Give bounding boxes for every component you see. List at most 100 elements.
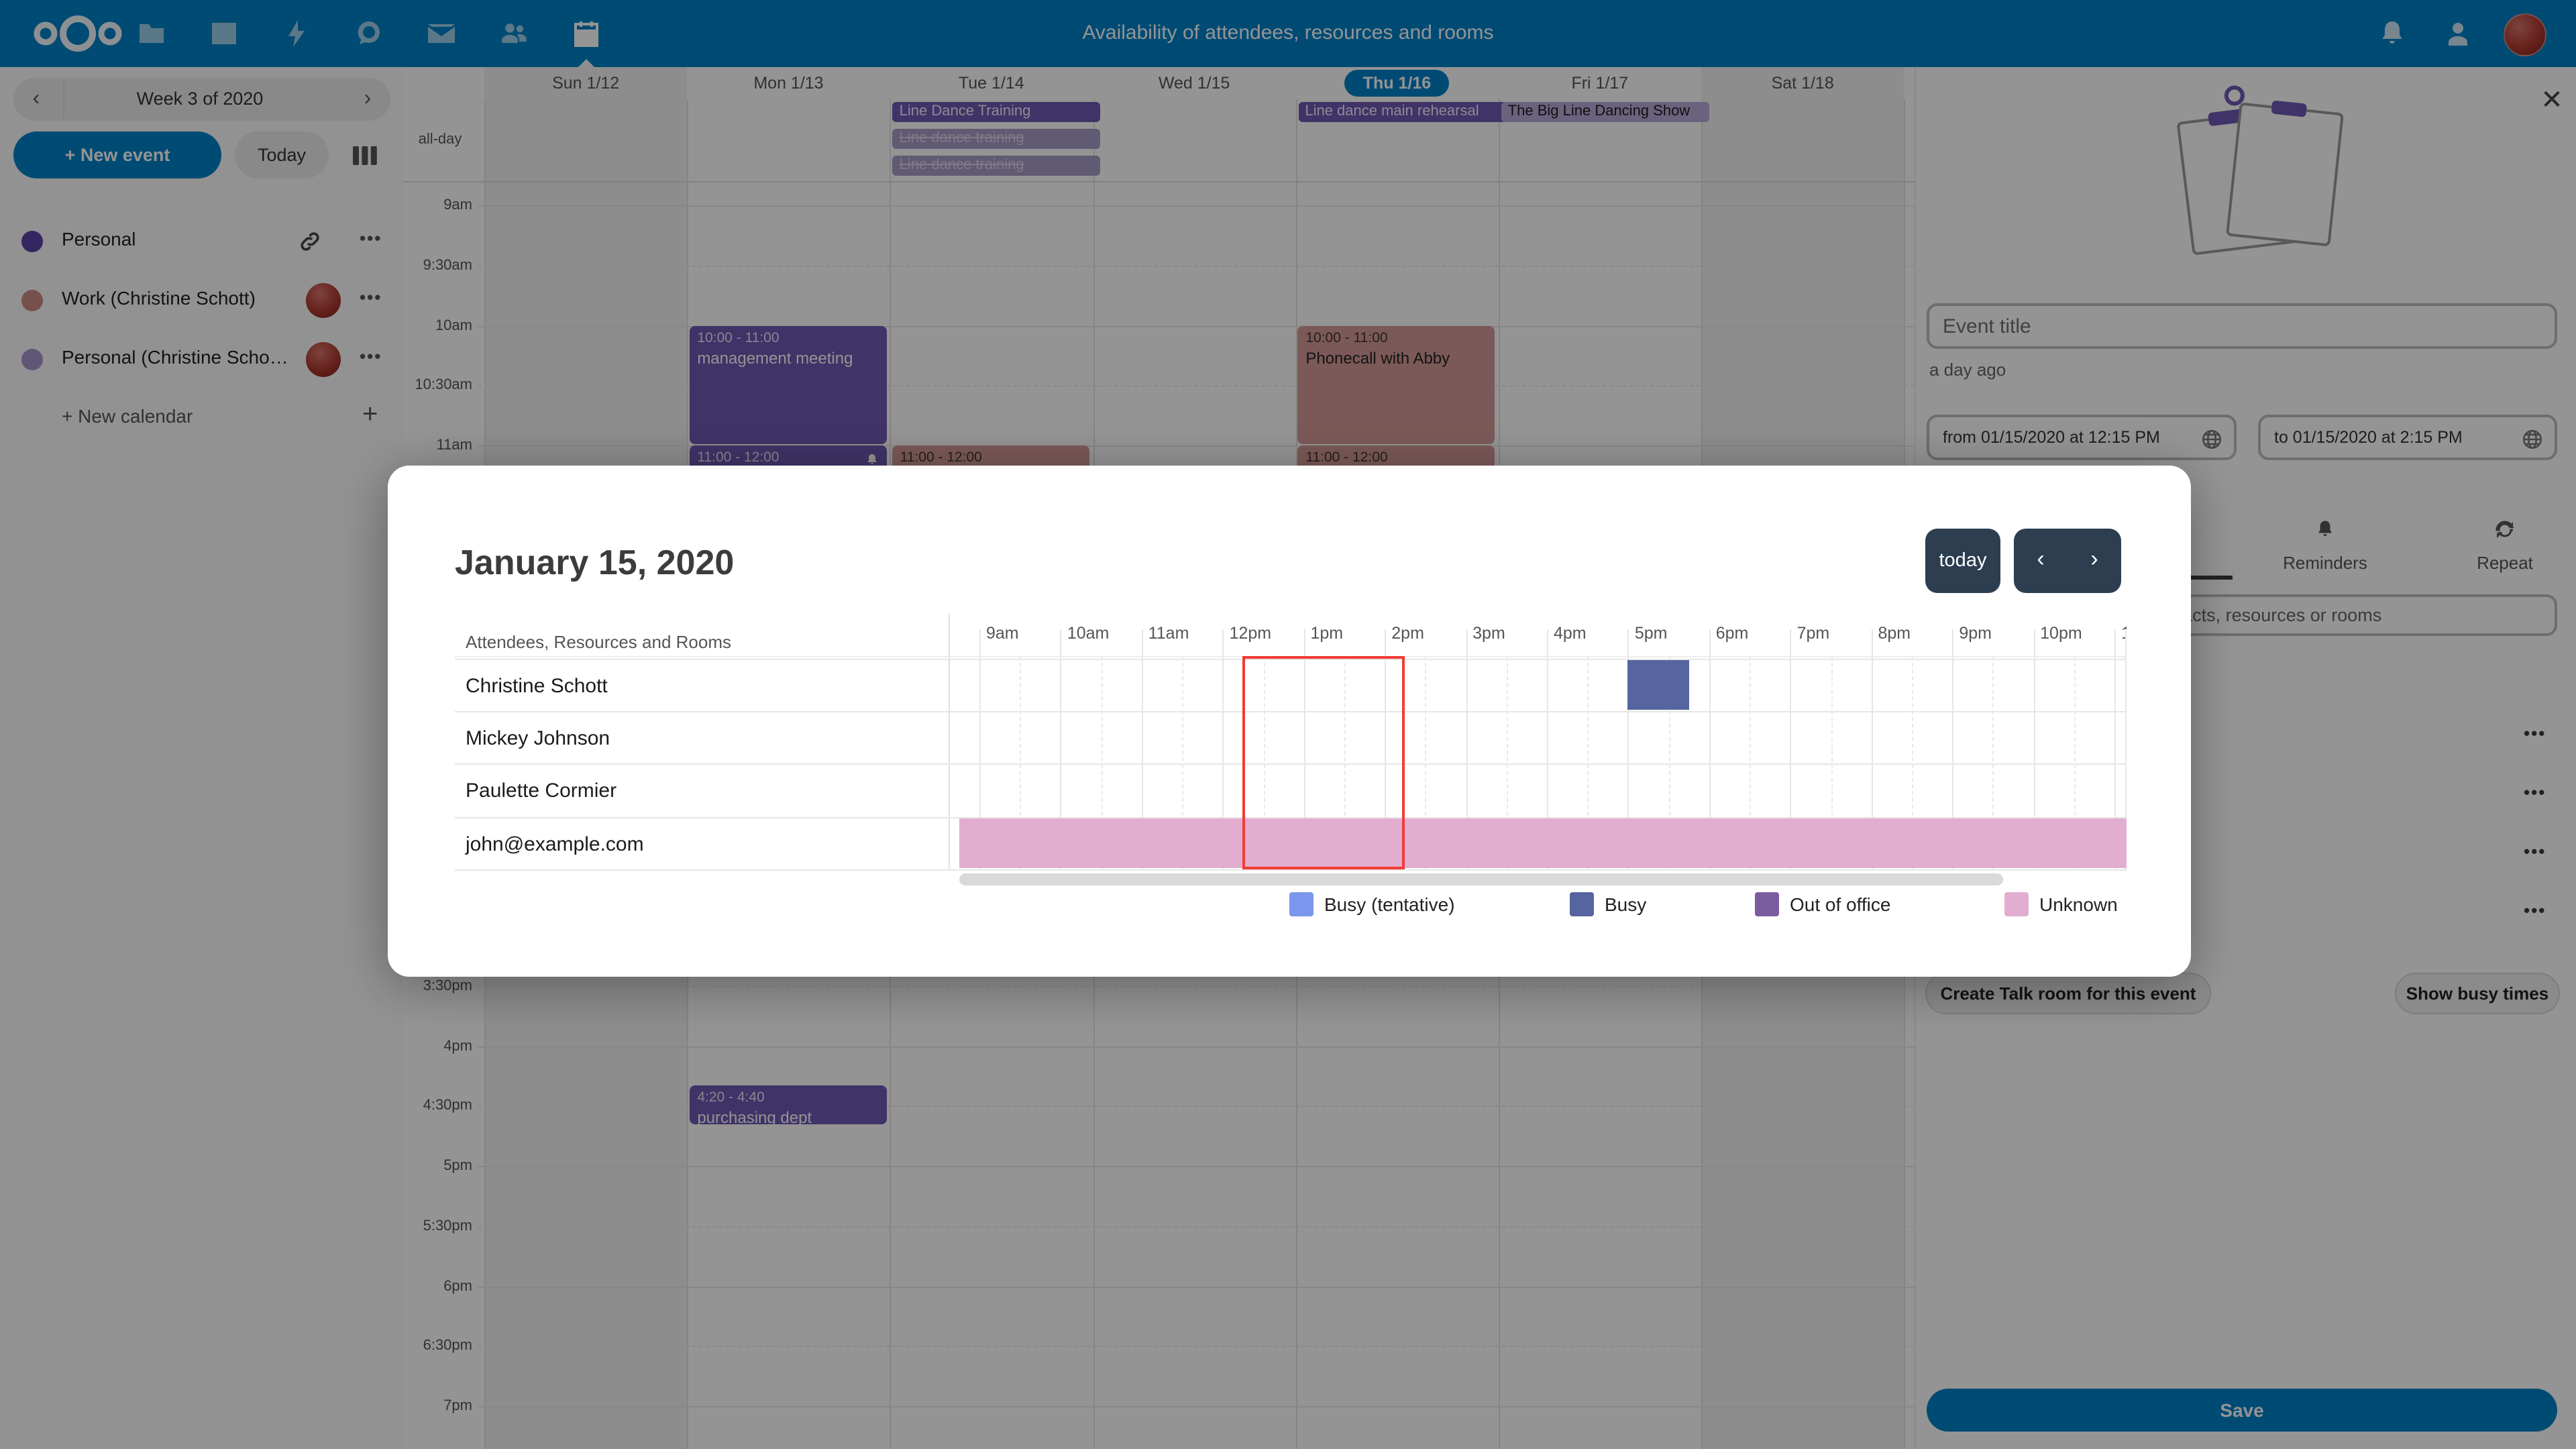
hour-gridline xyxy=(1060,629,1062,869)
calendar-color-dot xyxy=(21,290,43,311)
calendar-list-item[interactable]: Personal (Christine Scho… ••• xyxy=(0,330,402,389)
close-icon[interactable]: ✕ xyxy=(2540,86,2563,115)
attendee-row-more-icon[interactable]: ••• xyxy=(2524,782,2546,802)
day-header[interactable]: Sun 1/12 xyxy=(552,74,620,93)
all-day-event[interactable]: The Big Line Dancing Show xyxy=(1501,102,1709,122)
chat-bubble-icon[interactable] xyxy=(353,17,385,50)
hour-label: 1pm xyxy=(1310,624,1344,643)
calendar-event[interactable]: 10:00 - 11:00 management meeting xyxy=(689,325,887,443)
legend-label: Unknown xyxy=(2039,894,2118,915)
legend-label: Busy xyxy=(1605,894,1647,915)
day-header[interactable]: Thu 1/16 xyxy=(1344,70,1450,97)
folder-icon[interactable] xyxy=(136,17,168,50)
show-busy-times-button[interactable]: Show busy times xyxy=(2395,973,2560,1014)
mail-icon[interactable] xyxy=(425,17,458,50)
time-gridline xyxy=(478,205,1915,207)
hour-gridline xyxy=(1709,629,1711,869)
calendar-event[interactable]: 4:20 - 4:40 purchasing dept xyxy=(689,1085,887,1124)
half-hour-gridline xyxy=(1425,656,1427,869)
selected-timespan[interactable] xyxy=(1242,656,1405,869)
notifications-bell-icon[interactable] xyxy=(2376,17,2408,50)
prev-week-button[interactable]: ‹ xyxy=(32,87,40,110)
attendee-row-more-icon[interactable]: ••• xyxy=(2524,841,2546,861)
create-talk-room-button[interactable]: Create Talk room for this event xyxy=(1925,973,2211,1014)
row-border xyxy=(455,869,2127,871)
half-hour-gridline xyxy=(1831,656,1832,869)
attendee-row-more-icon[interactable]: ••• xyxy=(2524,723,2546,743)
new-event-button[interactable]: + New event xyxy=(13,131,221,178)
people-icon[interactable] xyxy=(498,17,530,50)
day-header[interactable]: Tue 1/14 xyxy=(958,74,1024,93)
all-day-event[interactable]: Line dance main rehearsal xyxy=(1298,102,1507,122)
time-gridline xyxy=(478,1046,1915,1047)
hour-label: 10am xyxy=(1067,624,1110,643)
next-day-button[interactable]: › xyxy=(2090,546,2098,572)
share-link-icon[interactable] xyxy=(298,229,322,254)
tab-repeat[interactable]: Repeat xyxy=(2438,518,2572,573)
user-avatar[interactable] xyxy=(2504,13,2546,56)
today-button[interactable]: Today xyxy=(235,131,329,178)
calendar-more-icon[interactable]: ••• xyxy=(360,287,382,307)
time-gridline xyxy=(478,265,1915,267)
all-day-event[interactable]: Line Dance Training xyxy=(892,102,1101,122)
new-calendar-item[interactable]: + New calendar + xyxy=(0,389,402,448)
all-day-label: all-day xyxy=(418,131,462,148)
calendar-list-item[interactable]: Work (Christine Schott) ••• xyxy=(0,271,402,330)
view-switcher-icon[interactable] xyxy=(341,131,389,178)
calendar-event[interactable]: 10:00 - 11:00 Phonecall with Abby xyxy=(1297,325,1495,443)
plus-icon[interactable]: + xyxy=(362,400,378,429)
hour-label: 12pm xyxy=(1229,624,1272,643)
next-week-button[interactable]: › xyxy=(364,87,372,110)
day-header[interactable]: Fri 1/17 xyxy=(1571,74,1629,93)
time-label: 4pm xyxy=(443,1038,472,1054)
hour-label: 8pm xyxy=(1878,624,1911,643)
all-day-event[interactable]: Line dance training xyxy=(892,129,1101,149)
half-hour-gridline xyxy=(1911,656,1913,869)
event-title-input[interactable] xyxy=(1927,303,2557,349)
time-gridline xyxy=(478,1406,1915,1407)
calendar-list-item[interactable]: Personal ••• xyxy=(0,212,402,271)
hour-gridline xyxy=(1871,629,1873,869)
calendar-more-icon[interactable]: ••• xyxy=(360,228,382,248)
hour-gridline xyxy=(1303,629,1305,869)
photos-icon[interactable] xyxy=(208,17,240,50)
calendar-icon[interactable] xyxy=(570,17,602,50)
event-start-field[interactable]: from 01/15/2020 at 12:15 PM xyxy=(1927,415,2237,460)
tab-label: Repeat xyxy=(2477,553,2533,573)
lightning-icon[interactable] xyxy=(280,17,313,50)
timezone-globe-icon[interactable] xyxy=(2521,428,2544,451)
half-hour-gridline xyxy=(1182,656,1184,869)
hour-gridline xyxy=(1547,629,1548,869)
hour-gridline xyxy=(1790,629,1792,869)
event-title: purchasing dept xyxy=(697,1108,812,1124)
day-header[interactable]: Mon 1/13 xyxy=(753,74,824,93)
event-title: management meeting xyxy=(697,348,853,367)
day-header[interactable]: Sat 1/18 xyxy=(1771,74,1834,93)
tab-reminders[interactable]: Reminders xyxy=(2258,518,2392,573)
calendar-owner-avatar xyxy=(306,342,341,377)
attendee-row-more-icon[interactable]: ••• xyxy=(2524,900,2546,920)
save-button[interactable]: Save xyxy=(1927,1389,2557,1432)
availability-block-unknown[interactable] xyxy=(959,818,2127,868)
availability-block-busy[interactable] xyxy=(1627,660,1689,710)
week-label[interactable]: Week 3 of 2020 xyxy=(136,89,264,109)
all-day-event[interactable]: Line dance training xyxy=(892,156,1101,176)
modal-today-button[interactable]: today xyxy=(1925,529,2000,593)
calendar-more-icon[interactable]: ••• xyxy=(360,346,382,366)
timezone-globe-icon[interactable] xyxy=(2200,428,2223,451)
half-hour-gridline xyxy=(1101,656,1103,869)
prev-day-button[interactable]: ‹ xyxy=(2037,546,2045,572)
tab-label: Reminders xyxy=(2283,553,2367,573)
week-navigation: ‹ Week 3 of 2020 › xyxy=(13,78,390,121)
left-sidebar: ‹ Week 3 of 2020 › + New event Today Per… xyxy=(0,67,404,1449)
horizontal-scrollbar[interactable] xyxy=(959,873,2003,885)
half-hour-gridline xyxy=(2074,656,2076,869)
time-label: 9:30am xyxy=(423,257,472,274)
nextcloud-logo[interactable] xyxy=(30,15,126,52)
availability-grid[interactable]: 9am 10am 11am 12pm 1pm 2pm 3pm 4pm 5pm 6pm 7pm 8pm 9… xyxy=(959,613,2127,888)
legend-swatch xyxy=(1289,892,1313,916)
hour-gridline xyxy=(1385,629,1387,869)
event-end-field[interactable]: to 01/15/2020 at 2:15 PM xyxy=(2258,415,2557,460)
day-header[interactable]: Wed 1/15 xyxy=(1158,74,1230,93)
contacts-menu-icon[interactable] xyxy=(2442,17,2474,50)
